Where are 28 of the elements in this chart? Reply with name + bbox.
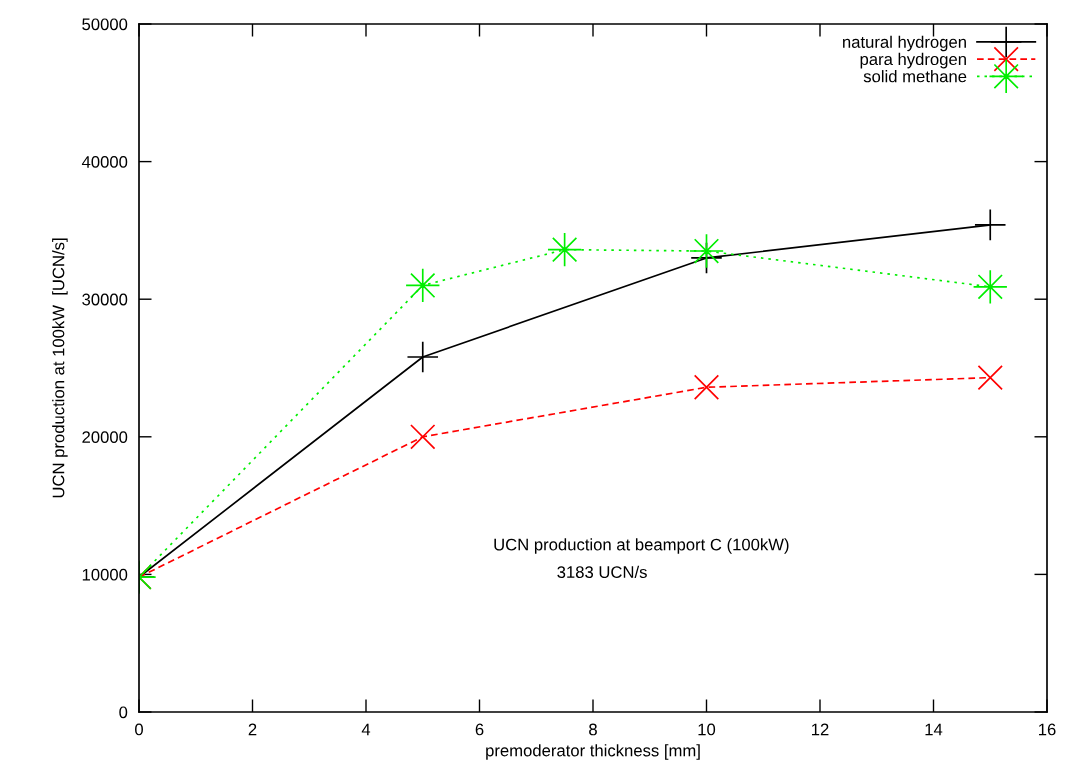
point xyxy=(974,208,1007,242)
annotation: UCN production at beamport C (100kW) xyxy=(494,538,789,554)
x-tick-label: 0 xyxy=(135,723,143,736)
annotation: 3183 UCN/s xyxy=(557,565,647,578)
point xyxy=(977,364,1003,391)
y-tick-label: 20000 xyxy=(82,431,128,443)
x-tick-label: 8 xyxy=(589,723,597,736)
y-tick-label: 40000 xyxy=(81,156,128,168)
legend-label: para hydrogen xyxy=(860,52,966,69)
x-tick-label: 10 xyxy=(698,723,716,736)
x-tick-label: 16 xyxy=(1039,723,1056,736)
y-tick-label: 30000 xyxy=(82,293,128,306)
x-tick-label: 2 xyxy=(248,723,257,736)
legend-label: solid methane xyxy=(863,70,967,83)
x-tick-label: 14 xyxy=(925,723,943,736)
x-tick-label: 6 xyxy=(475,723,484,736)
point xyxy=(406,340,439,374)
x-tick-label: 12 xyxy=(812,723,829,736)
y-tick-label: 50000 xyxy=(82,18,128,31)
point xyxy=(693,374,720,400)
x-axis-title: premoderator thickness [mm] xyxy=(486,744,700,760)
y-tick-label: 10000 xyxy=(82,568,128,581)
legend-label: natural hydrogen xyxy=(843,35,966,52)
y-axis-title: UCN production at 100kW [UCN/s] xyxy=(52,238,68,498)
y-tick-label: 0 xyxy=(119,706,128,719)
point xyxy=(410,424,436,450)
x-tick-label: 4 xyxy=(361,723,371,736)
point xyxy=(972,269,1008,305)
